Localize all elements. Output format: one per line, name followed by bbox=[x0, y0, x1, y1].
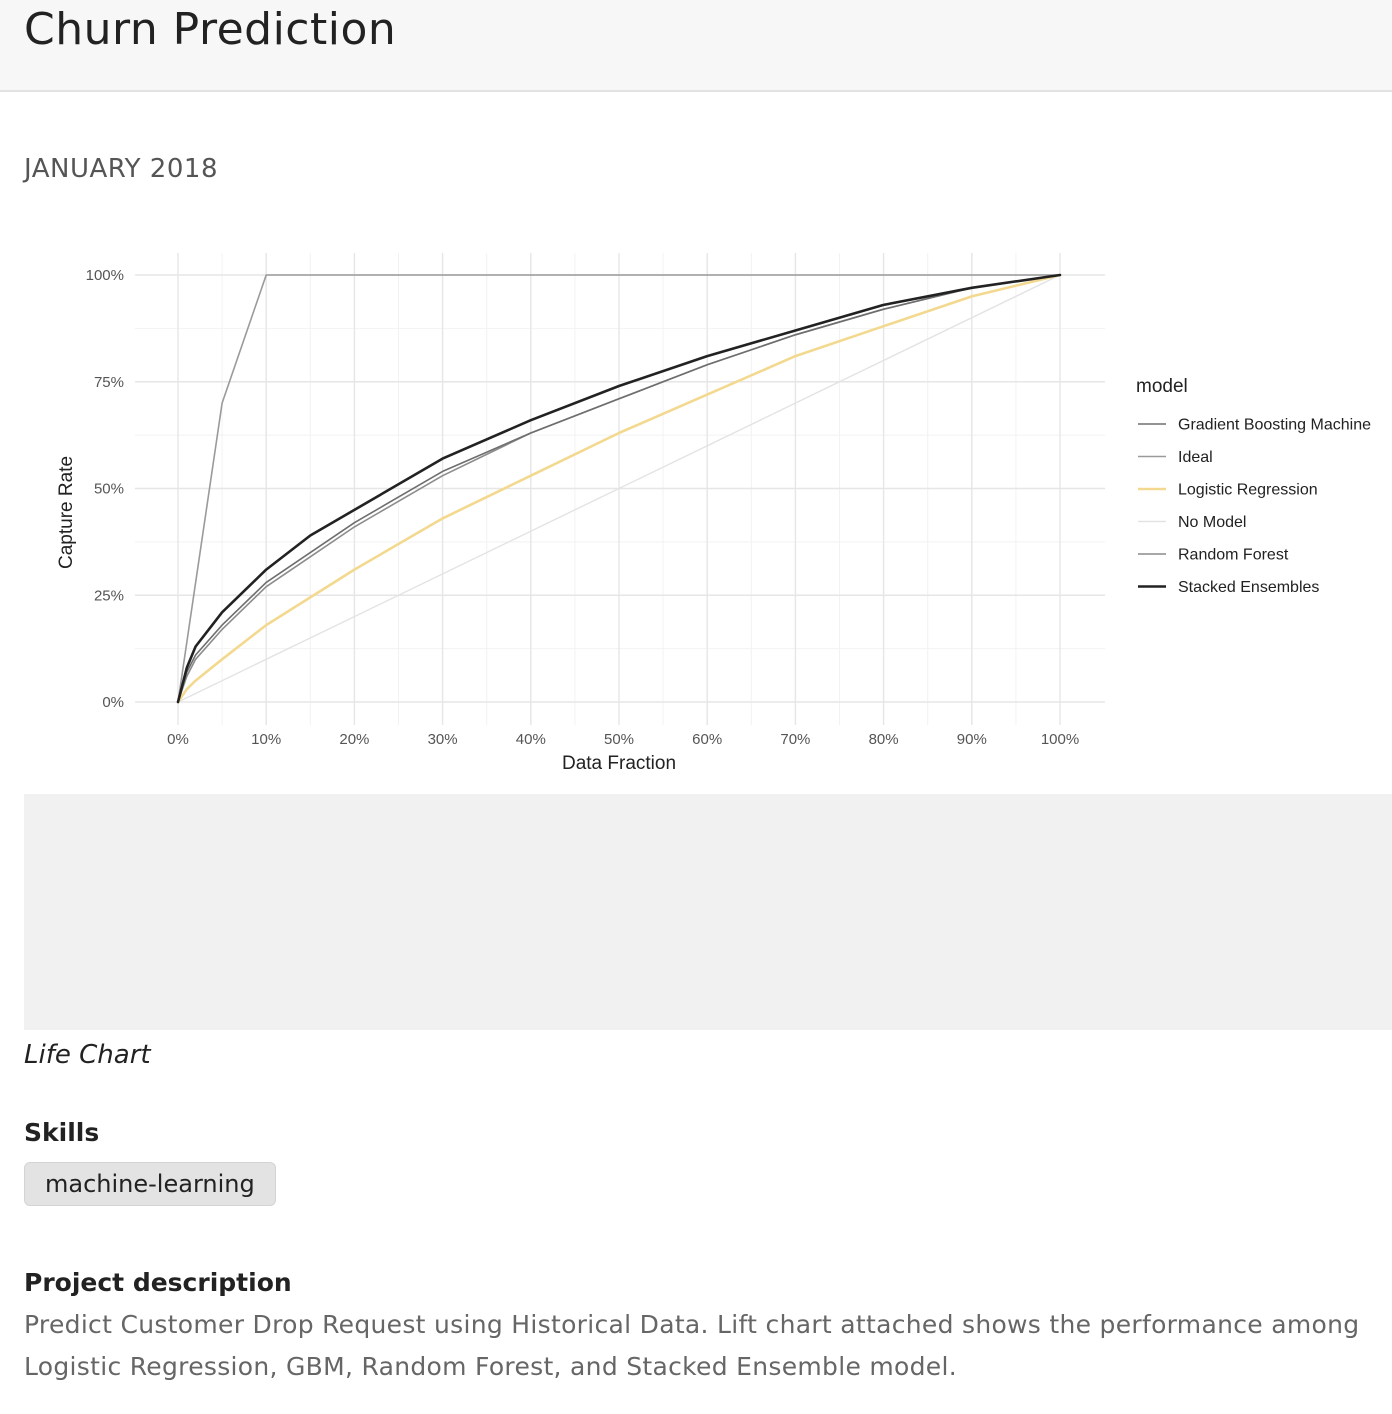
x-tick-label: 0% bbox=[167, 731, 189, 748]
y-tick-label: 25% bbox=[94, 587, 124, 604]
x-tick-label: 100% bbox=[1041, 731, 1079, 748]
x-tick-label: 90% bbox=[957, 731, 987, 748]
x-tick-label: 20% bbox=[339, 731, 369, 748]
skills-heading: Skills bbox=[24, 1118, 100, 1147]
legend-label: Random Forest bbox=[1178, 547, 1289, 564]
y-axis-title: Capture Rate bbox=[56, 456, 77, 569]
x-tick-label: 10% bbox=[251, 731, 281, 748]
series-line-logistic-regression bbox=[176, 273, 1062, 704]
skill-tag[interactable]: machine-learning bbox=[24, 1162, 276, 1206]
legend-label: Ideal bbox=[1178, 449, 1213, 466]
x-tick-label: 60% bbox=[692, 731, 722, 748]
project-description: Predict Customer Drop Request using Hist… bbox=[24, 1310, 1360, 1381]
description-heading: Project description bbox=[24, 1268, 292, 1297]
page-header: Churn Prediction bbox=[0, 0, 1392, 92]
legend-label: Logistic Regression bbox=[1178, 482, 1318, 499]
series-line-no-model bbox=[177, 274, 1061, 703]
x-tick-label: 40% bbox=[516, 731, 546, 748]
legend-label: Gradient Boosting Machine bbox=[1178, 417, 1371, 434]
page-title: Churn Prediction bbox=[24, 4, 397, 55]
legend-label: No Model bbox=[1178, 514, 1246, 531]
y-tick-label: 100% bbox=[86, 267, 124, 284]
media-placeholder bbox=[24, 794, 1392, 1030]
x-tick-label: 50% bbox=[604, 731, 634, 748]
y-tick-label: 0% bbox=[102, 694, 124, 711]
chart-caption: Life Chart bbox=[24, 1040, 151, 1070]
lift-chart: 0% 10% 20% 30% 40% 50% 60% 70% 80% 90% 100% 0% 25% 50… bbox=[56, 253, 1371, 774]
x-axis-title: Data Fraction bbox=[562, 753, 676, 774]
x-tick-label: 80% bbox=[869, 731, 899, 748]
x-tick-label: 70% bbox=[780, 731, 810, 748]
series-line-ideal bbox=[177, 274, 1061, 703]
legend-label: Stacked Ensembles bbox=[1178, 579, 1319, 596]
series-line-gradient-boosting-machine bbox=[177, 274, 1061, 703]
y-tick-label: 75% bbox=[94, 374, 124, 391]
project-date: JANUARY 2018 bbox=[24, 154, 218, 184]
y-tick-label: 50% bbox=[94, 481, 124, 498]
series-line-stacked-ensembles bbox=[176, 273, 1062, 704]
x-tick-label: 30% bbox=[428, 731, 458, 748]
legend-title: model bbox=[1136, 376, 1188, 397]
